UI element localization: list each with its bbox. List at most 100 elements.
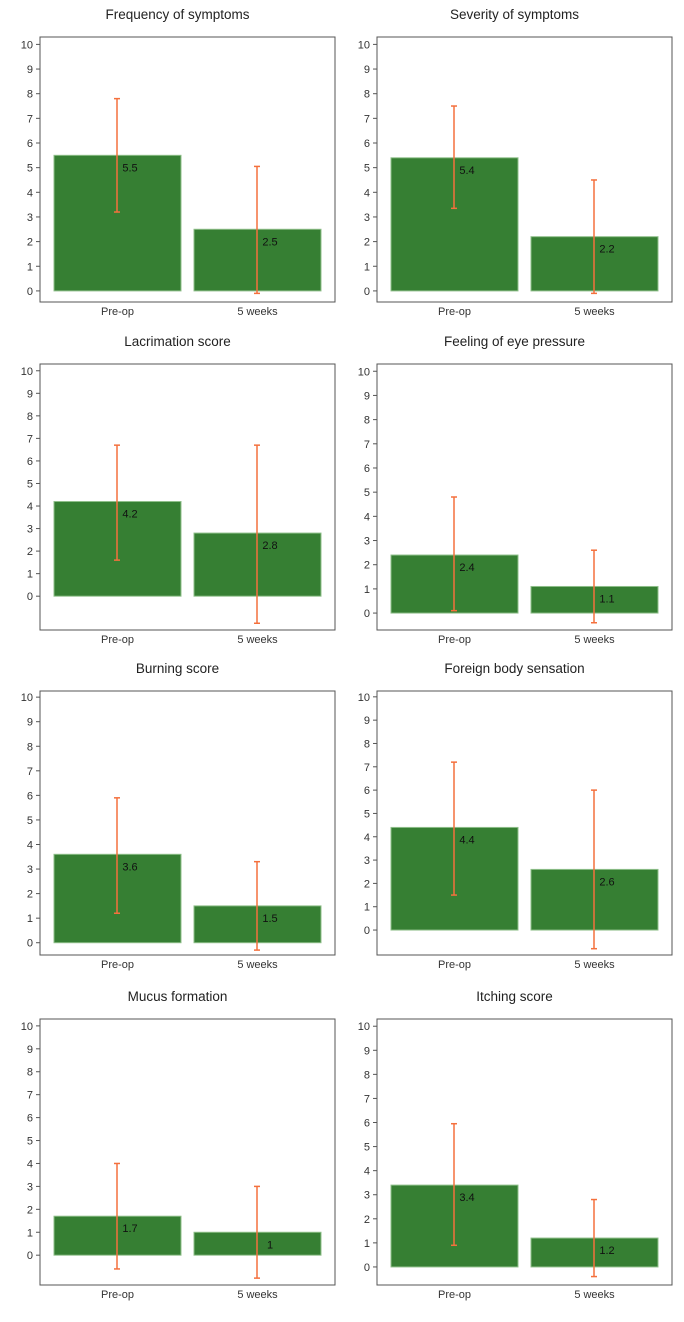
- y-tick-label: 5: [364, 1142, 370, 1154]
- plot-frame: [376, 1018, 673, 1286]
- data-label: 5.4: [459, 165, 474, 177]
- y-tick-label: 7: [364, 113, 370, 125]
- y-tick-label: 3: [27, 864, 33, 876]
- data-label: 2.8: [262, 540, 277, 552]
- chart-title: Foreign body sensation: [444, 661, 584, 676]
- plot-frame: [376, 36, 673, 303]
- x-tick-label: Pre-op: [438, 306, 471, 318]
- y-tick-label: 5: [364, 808, 370, 820]
- data-label: 2.4: [459, 562, 474, 574]
- y-tick-label: 0: [27, 1250, 33, 1262]
- plot-frame: [39, 1018, 336, 1286]
- y-tick-label: 8: [364, 1069, 370, 1081]
- y-tick-label: 5: [27, 1136, 33, 1148]
- x-tick-label: Pre-op: [438, 959, 471, 971]
- y-tick-label: 8: [27, 89, 33, 101]
- x-tick-label: Pre-op: [438, 1289, 471, 1301]
- x-tick-label: 5 weeks: [574, 634, 615, 646]
- y-tick-label: 1: [27, 261, 33, 273]
- y-tick-label: 6: [364, 138, 370, 150]
- y-tick-label: 3: [364, 536, 370, 548]
- y-tick-label: 3: [27, 212, 33, 224]
- y-tick-label: 2: [364, 237, 370, 249]
- y-tick-label: 4: [27, 1158, 33, 1170]
- y-tick-label: 2: [27, 237, 33, 249]
- y-tick-label: 6: [27, 790, 33, 802]
- y-tick-label: 5: [27, 478, 33, 490]
- y-tick-label: 0: [364, 1262, 370, 1274]
- y-tick-label: 1: [364, 584, 370, 596]
- y-tick-label: 10: [21, 1021, 33, 1033]
- y-tick-label: 7: [27, 433, 33, 445]
- y-tick-label: 10: [358, 366, 370, 378]
- x-tick-label: 5 weeks: [574, 306, 615, 318]
- plot-frame: [376, 363, 673, 631]
- data-label: 2.5: [262, 236, 277, 248]
- data-label: 4.2: [122, 509, 137, 521]
- y-tick-label: 7: [27, 1090, 33, 1102]
- y-tick-label: 9: [27, 64, 33, 76]
- chart-panel: Itching score 0 1 2 3 4 5 6 7 8 9 10 3.4 Pre-op 1.2 5 w…: [358, 989, 673, 1301]
- chart-panel: Severity of symptoms 0 1 2 3 4 5 6 7 8 9 10 5.4 Pre-o…: [358, 7, 673, 318]
- y-tick-label: 1: [27, 569, 33, 581]
- plot-frame: [39, 690, 336, 956]
- x-tick-label: 5 weeks: [574, 1289, 615, 1301]
- y-tick-label: 2: [27, 889, 33, 901]
- y-tick-label: 7: [364, 762, 370, 774]
- y-tick-label: 0: [364, 608, 370, 620]
- x-tick-label: 5 weeks: [574, 959, 615, 971]
- y-tick-label: 8: [27, 411, 33, 423]
- y-tick-label: 3: [364, 855, 370, 867]
- x-tick-label: Pre-op: [101, 634, 134, 646]
- y-tick-label: 8: [364, 415, 370, 427]
- y-tick-label: 7: [27, 766, 33, 778]
- chart-panel: Feeling of eye pressure 0 1 2 3 4 5 6 7 8 9 10 2.4 Pr…: [358, 334, 673, 646]
- y-tick-label: 5: [364, 487, 370, 499]
- y-tick-label: 8: [27, 741, 33, 753]
- y-tick-label: 0: [27, 286, 33, 298]
- y-tick-label: 7: [364, 1093, 370, 1105]
- y-tick-label: 9: [27, 1044, 33, 1056]
- y-tick-label: 9: [27, 717, 33, 729]
- y-tick-label: 1: [364, 1238, 370, 1250]
- x-tick-label: Pre-op: [438, 634, 471, 646]
- y-tick-label: 6: [27, 138, 33, 150]
- data-label: 4.4: [459, 834, 474, 846]
- y-tick-label: 8: [364, 89, 370, 101]
- plot-frame: [376, 690, 673, 956]
- y-tick-label: 8: [364, 738, 370, 750]
- data-label: 3.6: [122, 861, 137, 873]
- chart-panel: Mucus formation 0 1 2 3 4 5 6 7 8 9 10 1.7 Pre-op 1 5 w…: [21, 989, 336, 1301]
- y-tick-label: 4: [364, 511, 370, 523]
- y-tick-label: 0: [27, 938, 33, 950]
- x-tick-label: 5 weeks: [237, 634, 278, 646]
- data-label: 5.5: [122, 162, 137, 174]
- y-tick-label: 9: [364, 64, 370, 76]
- y-tick-label: 9: [364, 715, 370, 727]
- chart-panel: Foreign body sensation 0 1 2 3 4 5 6 7 8 9 10 4.4 Pre…: [358, 661, 673, 971]
- y-tick-label: 9: [364, 1045, 370, 1057]
- chart-title: Lacrimation score: [124, 334, 231, 349]
- y-tick-label: 10: [358, 39, 370, 51]
- y-tick-label: 1: [364, 902, 370, 914]
- y-tick-label: 3: [27, 1181, 33, 1193]
- y-tick-label: 2: [364, 878, 370, 890]
- data-label: 1.5: [262, 913, 277, 925]
- chart-panel: Burning score 0 1 2 3 4 5 6 7 8 9 10 3.6 Pre-op 1.5 5 w…: [21, 661, 336, 971]
- y-tick-label: 7: [364, 439, 370, 451]
- y-tick-label: 0: [364, 286, 370, 298]
- y-tick-label: 3: [364, 212, 370, 224]
- chart-title: Frequency of symptoms: [105, 7, 249, 22]
- y-tick-label: 4: [27, 187, 33, 199]
- y-tick-label: 1: [27, 1227, 33, 1239]
- plot-frame: [39, 363, 336, 631]
- y-tick-label: 4: [364, 1166, 370, 1178]
- y-tick-label: 6: [364, 1118, 370, 1130]
- y-tick-label: 4: [27, 501, 33, 513]
- y-tick-label: 4: [27, 839, 33, 851]
- y-tick-label: 0: [27, 591, 33, 603]
- y-tick-label: 1: [27, 913, 33, 925]
- y-tick-label: 6: [27, 456, 33, 468]
- y-tick-label: 10: [21, 692, 33, 704]
- y-tick-label: 2: [364, 560, 370, 572]
